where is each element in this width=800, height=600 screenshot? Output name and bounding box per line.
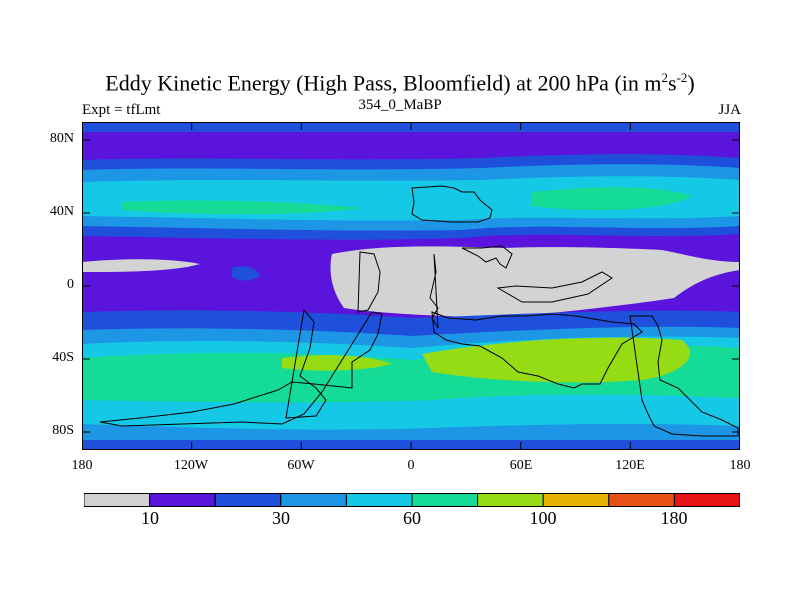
blob-south-yellowgreen-east [422,337,690,383]
lat-label-40n: 40N [49,204,74,219]
outline-east-tropic [496,271,613,303]
colorbar-swatch-8 [608,493,675,507]
colorbar-swatch-2 [214,493,282,507]
lat-label-80s: 80S [52,423,74,438]
lat-label-80n: 80N [49,131,74,146]
eke-contour-map [82,122,740,450]
outline-central [429,253,439,329]
lon-label-120w: 120W [173,458,209,473]
axis-ticks [82,122,740,450]
gray-pacific-west [82,259,200,272]
gray-tropics-main [330,246,740,318]
colorbar-label-180: 180 [660,508,688,528]
lon-label-180w: 180 [71,458,93,473]
blob-north-green-west [122,200,362,215]
lat-label-40s: 40S [52,350,74,365]
colorbar-swatch-4 [345,493,413,507]
colorbar-label-30: 30 [272,508,290,528]
outline-west-tropic [357,251,381,313]
colorbar-label-10: 10 [141,508,159,528]
colorbar-swatch-1 [149,493,216,507]
colorbar-swatch-0 [84,493,151,507]
colorbar [84,493,740,507]
blob-tropical-blue [232,266,260,281]
map-panel [82,122,740,450]
colorbar-label-60: 60 [403,508,421,528]
blob-south-yellowgreen-west [282,355,392,371]
outline-continent-tropic [461,245,513,269]
lon-label-0: 0 [407,458,415,473]
colorbar-swatch-3 [280,493,347,507]
outline-south-east [629,315,739,437]
plot-title: Eddy Kinetic Energy (High Pass, Bloomfie… [105,70,695,96]
lon-label-60w: 60W [287,458,315,473]
colorbar-label-100: 100 [529,508,557,528]
colorbar-swatch-9 [673,493,740,507]
run-label: 354_0_MaBP [358,97,442,113]
outline-continent-north [411,185,493,223]
outline-south-hemisphere [99,311,383,427]
land-outlines [99,185,739,437]
experiment-label: Expt = tfLmt [82,102,161,118]
lon-label-60e: 60E [509,458,533,473]
colorbar-swatch-6 [477,493,544,507]
season-label: JJA [718,102,741,118]
outline-south-central [431,311,643,389]
lat-label-0: 0 [67,277,74,292]
lon-label-120e: 120E [615,458,645,473]
lon-label-180e: 180 [729,458,751,473]
colorbar-swatch-7 [542,493,610,507]
colorbar-swatch-5 [411,493,479,507]
blob-north-green-east [532,187,692,211]
